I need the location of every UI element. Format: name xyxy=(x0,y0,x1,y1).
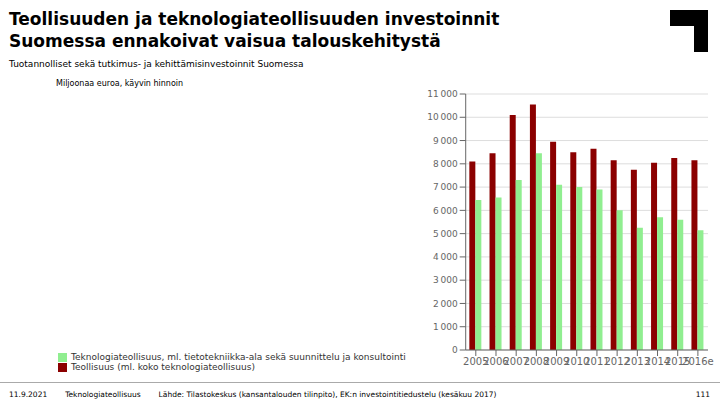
svg-text:8 000: 8 000 xyxy=(433,159,458,169)
svg-text:11 000: 11 000 xyxy=(427,89,458,99)
svg-text:10 000: 10 000 xyxy=(427,112,458,122)
svg-text:2011: 2011 xyxy=(584,356,610,368)
html-text:Teknologiateollisuus, ml. tiet: Teknologiateollisuus, ml. tietotekniikka… xyxy=(71,352,406,362)
html-text:Lähde: Tilastokeskus (kansanta: Lähde: Tilastokeskus (kansantalouden til… xyxy=(158,389,497,399)
svg-text:1 000: 1 000 xyxy=(433,322,458,332)
svg-text:2007: 2007 xyxy=(503,356,529,368)
html-text:Teknologiateollisuus: Teknologiateollisuus xyxy=(65,389,141,399)
svg-text:2006: 2006 xyxy=(483,356,509,368)
svg-text:5 000: 5 000 xyxy=(433,229,458,239)
svg-text:2008: 2008 xyxy=(523,356,550,368)
svg-text:2015: 2015 xyxy=(665,356,691,368)
svg-text:0: 0 xyxy=(452,345,458,355)
svg-text:2014: 2014 xyxy=(644,356,671,368)
svg-text:2 000: 2 000 xyxy=(433,299,458,309)
svg-text:6 000: 6 000 xyxy=(433,206,458,216)
svg-text:2013: 2013 xyxy=(624,356,651,368)
html-text:Tuotannolliset sekä tutkimus-: Tuotannolliset sekä tutkimus- ja kehittä… xyxy=(9,59,304,69)
html-text:Suomessa ennakoivat vaisua tal: Suomessa ennakoivat vaisua talouskehitys… xyxy=(9,31,441,51)
svg-text:2010: 2010 xyxy=(564,356,590,368)
html-text:Miljoonaa euroa, käyvin hinnoi: Miljoonaa euroa, käyvin hinnoin xyxy=(56,79,184,88)
svg-text:2012: 2012 xyxy=(604,356,630,368)
svg-text:7 000: 7 000 xyxy=(433,182,458,192)
svg-text:3 000: 3 000 xyxy=(433,275,458,285)
svg-text:2016e: 2016e xyxy=(682,356,712,367)
svg-text:9 000: 9 000 xyxy=(433,136,458,146)
html-text:Teollisuuden ja teknologiateol: Teollisuuden ja teknologiateollisuuden i… xyxy=(9,9,500,29)
html-text:Teollisuus (ml. koko teknologi: Teollisuus (ml. koko teknologiateollisuu… xyxy=(71,362,255,372)
svg-text:2005: 2005 xyxy=(463,356,489,368)
html-text:11.9.2021: 11.9.2021 xyxy=(9,389,48,399)
html-text:111: 111 xyxy=(695,389,710,399)
svg-text:4 000: 4 000 xyxy=(433,252,458,262)
svg-text:2009: 2009 xyxy=(543,356,570,368)
